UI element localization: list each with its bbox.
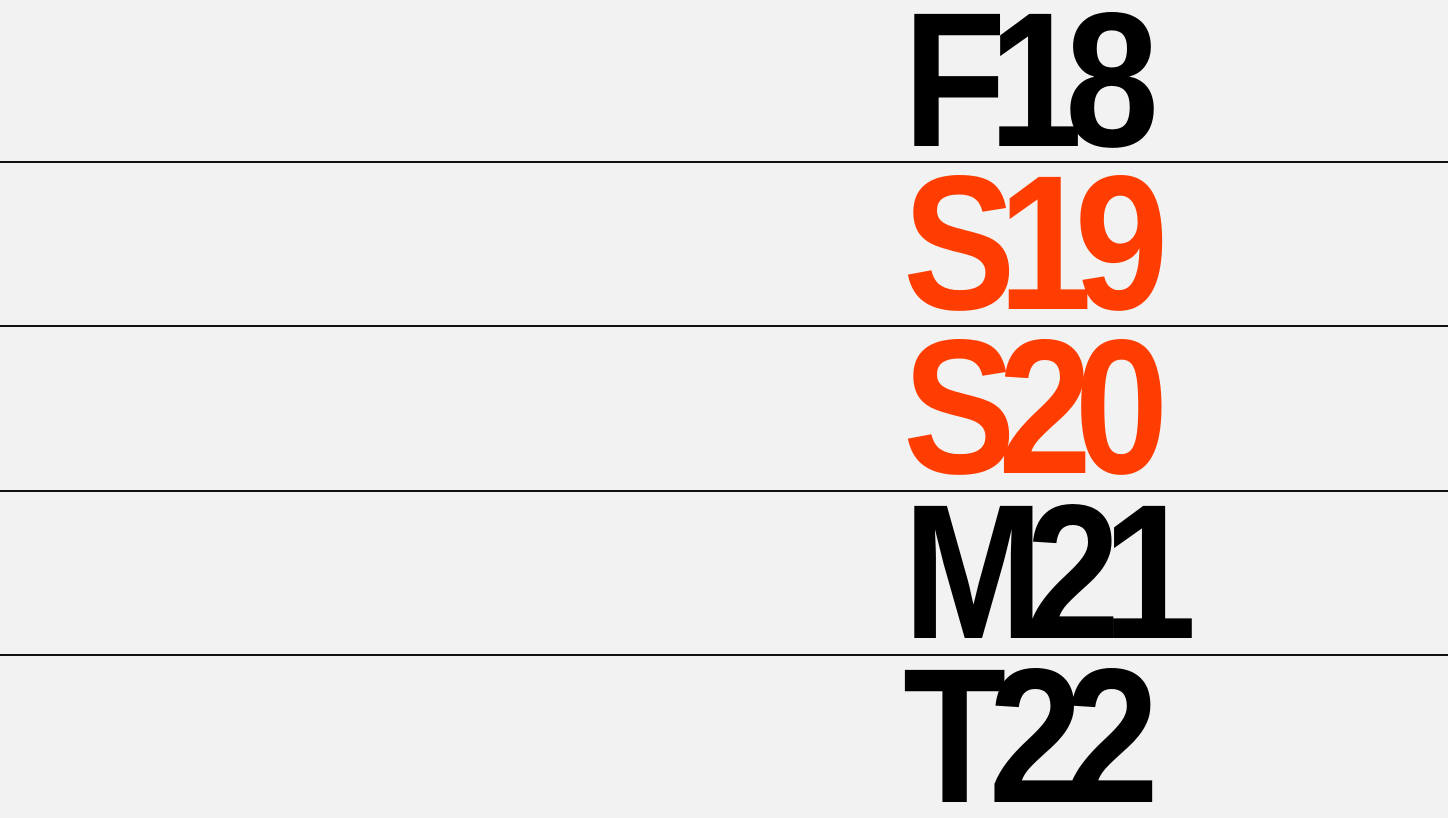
row-label: M21 bbox=[903, 464, 1196, 679]
row-label: S20 bbox=[903, 299, 1168, 514]
divider bbox=[0, 325, 1448, 327]
row-label: S19 bbox=[903, 135, 1168, 350]
divider bbox=[0, 654, 1448, 656]
row-label: F18 bbox=[903, 0, 1159, 187]
row-t22[interactable]: T22 bbox=[0, 640, 1448, 818]
row-s20[interactable]: S20 bbox=[0, 311, 1448, 503]
row-s19[interactable]: S19 bbox=[0, 147, 1448, 339]
divider bbox=[0, 490, 1448, 492]
row-m21[interactable]: M21 bbox=[0, 476, 1448, 668]
divider bbox=[0, 161, 1448, 163]
row-f18[interactable]: F18 bbox=[0, 0, 1448, 176]
row-label: T22 bbox=[903, 628, 1159, 818]
